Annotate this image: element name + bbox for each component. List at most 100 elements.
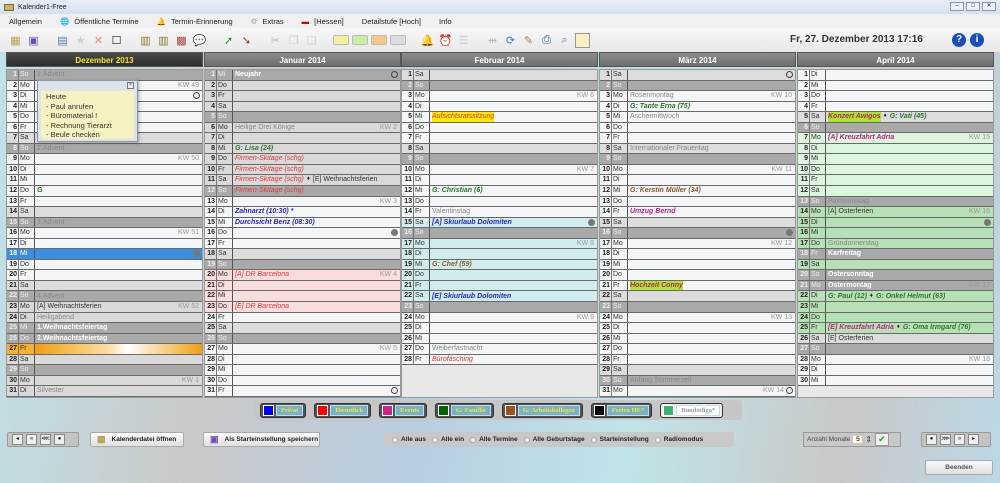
day-entries[interactable]: Silvester (35, 386, 202, 396)
calendar-entry[interactable]: Ostersonntag (828, 271, 874, 279)
copy-icon[interactable]: ❐ (288, 34, 299, 47)
menu-item[interactable]: 🌐 Öffentliche Termine (51, 17, 148, 26)
day-row[interactable]: 11 Sa Firmen-Skitage (schg) ♦ [E] Weihnachts… (205, 175, 400, 187)
day-entries[interactable] (430, 91, 597, 101)
book-icon[interactable]: ▤ (57, 34, 68, 47)
day-row[interactable]: 30 Mi (798, 375, 993, 387)
calendar-entry[interactable]: [A] Weihnachtsferien (37, 303, 102, 311)
day-row[interactable]: 22 So 4.Advent (7, 291, 202, 303)
day-entries[interactable]: Firmen-Skitage (schg) ♦ [E] Weihnachtsferi… (233, 175, 400, 185)
day-row[interactable]: 17 Mo KW 12 (600, 238, 795, 250)
day-row[interactable]: 9 So (600, 154, 795, 165)
day-entries[interactable] (628, 197, 795, 207)
menu-item[interactable]: 🔔 Termin-Erinnerung (148, 17, 242, 26)
day-entries[interactable]: Firmen-Skitage (schg) (233, 154, 400, 164)
day-entries[interactable]: Durchsicht Benz (08:30) (233, 218, 400, 228)
quit-button[interactable]: Beenden (925, 460, 993, 475)
day-row[interactable]: 17 Fr (205, 238, 400, 250)
day-entries[interactable]: 2.Weihnachtsfeiertag (35, 334, 202, 344)
calendar-entry[interactable]: 2.Weihnachtsfeiertag (37, 334, 108, 342)
day-entries[interactable] (35, 355, 202, 365)
month-header[interactable]: April 2014 (797, 52, 994, 67)
day-row[interactable]: 11 Fr (798, 175, 993, 187)
day-row[interactable]: 5 Sa Konzert Awigos ♦ G: Vati (45) (798, 112, 993, 123)
day-entries[interactable] (826, 186, 993, 196)
day-row[interactable]: 24 Do (798, 312, 993, 324)
calendar-entry[interactable]: Gründonnerstag (828, 239, 879, 247)
day-entries[interactable]: G: Lisa (24) (233, 144, 400, 154)
day-row[interactable]: 29 Mi (205, 365, 400, 376)
day-entries[interactable] (826, 81, 993, 91)
day-entries[interactable]: 1.Advent (35, 70, 202, 80)
day-row[interactable]: 27 So (798, 344, 993, 355)
day-entries[interactable] (430, 302, 597, 312)
day-entries[interactable] (233, 239, 400, 249)
day-row[interactable]: 24 Mo KW 9 (402, 312, 597, 324)
day-row[interactable]: 23 Mo [A] Weihnachtsferien KW 52 (7, 302, 202, 313)
day-entries[interactable] (430, 175, 597, 185)
color-swatch-orange[interactable] (371, 35, 387, 45)
day-entries[interactable] (233, 81, 400, 91)
day-entries[interactable] (35, 228, 202, 238)
delete-icon[interactable]: ✕ (93, 34, 104, 47)
radio-button[interactable] (431, 436, 438, 443)
day-row[interactable]: 27 Do Weiberfastnacht (402, 344, 597, 355)
day-entries[interactable]: [A] Kreuzfahrt Adria (826, 133, 993, 143)
day-row[interactable]: 18 Di (600, 249, 795, 260)
day-row[interactable]: 15 Sa (600, 217, 795, 229)
day-row[interactable]: 12 Sa (798, 186, 993, 197)
day-row[interactable]: 11 Mi (7, 175, 202, 187)
day-entries[interactable]: Konzert Awigos ♦ G: Vati (45) (826, 112, 993, 122)
day-entries[interactable] (628, 313, 795, 323)
day-row[interactable]: 12 So Firmen-Skitage (schg) (205, 186, 400, 197)
day-row[interactable]: 11 Di (402, 175, 597, 187)
radio-option[interactable]: Starteinstellung (590, 436, 649, 443)
day-row[interactable]: 23 So (600, 302, 795, 313)
day-entries[interactable] (628, 355, 795, 365)
day-entries[interactable]: Anfang Sommerzeit (628, 376, 795, 386)
radio-option[interactable]: Alle aus (392, 436, 426, 443)
day-entries[interactable] (233, 228, 400, 238)
day-row[interactable]: 6 Do (600, 122, 795, 134)
calendar-entry[interactable]: 2.Advent (37, 144, 65, 152)
day-row[interactable]: 28 Mo KW 18 (798, 354, 993, 366)
calendar-entry[interactable]: [A] Skiurlaub Dolomiten (432, 218, 512, 226)
star-icon[interactable]: ★ (75, 34, 86, 47)
column-width-icon[interactable]: ⇹ (487, 34, 498, 47)
delete-entry-icon[interactable]: ▩ (176, 34, 187, 47)
day-entries[interactable] (430, 249, 597, 259)
day-entries[interactable] (233, 260, 400, 270)
day-row[interactable]: 3 Mo KW 6 (402, 91, 597, 102)
day-row[interactable]: 19 So (205, 259, 400, 271)
calendar-entry[interactable]: Weiberfastnacht (432, 345, 483, 353)
export-icon[interactable]: ➚ (223, 34, 234, 47)
import-icon[interactable]: ➘ (241, 34, 252, 47)
day-entries[interactable]: Firmen-Skitage (schg) (233, 165, 400, 175)
day-row[interactable]: 13 Do (402, 196, 597, 208)
day-row[interactable]: 15 Sa [A] Skiurlaub Dolomiten (402, 217, 597, 229)
day-entries[interactable] (628, 123, 795, 133)
calendar-entry[interactable]: [E] DR Barcelona (235, 303, 290, 311)
day-entries[interactable] (628, 154, 795, 164)
day-row[interactable]: 29 Di (798, 365, 993, 376)
day-entries[interactable] (430, 154, 597, 164)
day-entries[interactable]: Bürofasching (430, 355, 597, 365)
day-entries[interactable] (826, 70, 993, 80)
day-entries[interactable] (628, 291, 795, 301)
day-row[interactable]: 19 Sa (798, 259, 993, 271)
day-entries[interactable] (826, 165, 993, 175)
save-start-button[interactable]: ▣ Als Starteinstellung speichern (203, 432, 320, 447)
day-row[interactable]: 19 Mi G: Chef (59) (402, 259, 597, 271)
day-row[interactable]: 13 Mo KW 3 (205, 196, 400, 208)
day-entries[interactable] (35, 376, 202, 386)
day-row[interactable]: 28 Di (205, 354, 400, 366)
day-entries[interactable] (233, 102, 400, 112)
day-row[interactable]: 18 Fr Karfreitag (798, 249, 993, 260)
day-entries[interactable]: G (35, 186, 202, 196)
day-entries[interactable] (628, 228, 795, 238)
day-entries[interactable]: [E] Kreuzfahrt Adria ♦ G: Oma Irmgard (76) (826, 323, 993, 333)
day-entries[interactable]: 1.Weihnachtsfeiertag (35, 323, 202, 333)
month-header[interactable]: Februar 2014 (401, 52, 598, 67)
day-entries[interactable] (826, 144, 993, 154)
calendar-entry[interactable]: [E] Skiurlaub Dolomiten (432, 292, 512, 300)
